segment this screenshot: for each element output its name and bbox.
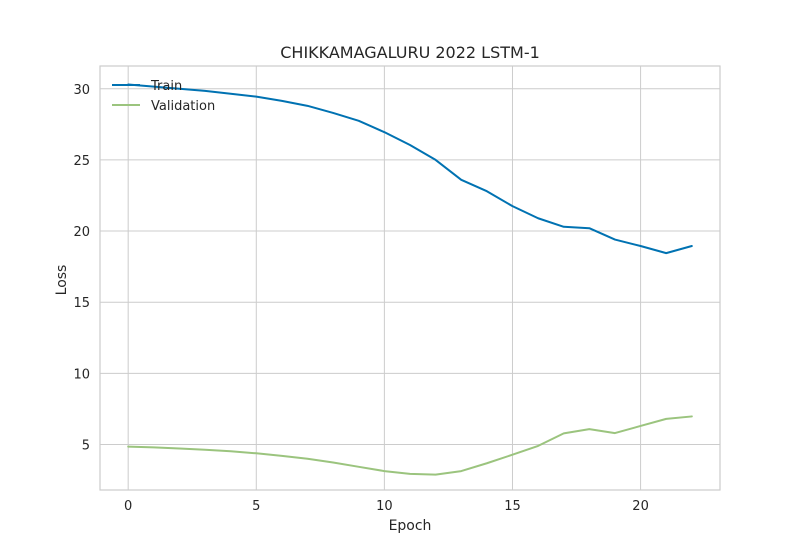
y-tick-label: 10 bbox=[73, 367, 90, 382]
y-tick-label: 15 bbox=[73, 296, 90, 311]
plot-area bbox=[100, 66, 720, 490]
x-axis-label: Epoch bbox=[389, 518, 432, 534]
x-tick-label: 15 bbox=[504, 499, 521, 514]
y-tick-label: 30 bbox=[73, 83, 90, 98]
x-tick-label: 5 bbox=[252, 499, 260, 514]
x-tick-label: 0 bbox=[124, 499, 132, 514]
chart-title: CHIKKAMAGALURU 2022 LSTM-1 bbox=[280, 43, 540, 62]
x-tick-labels: 0 5 10 15 20 bbox=[124, 499, 649, 514]
legend-label-validation: Validation bbox=[151, 99, 215, 114]
y-tick-label: 20 bbox=[73, 225, 90, 240]
grid bbox=[100, 66, 720, 490]
x-tick-label: 20 bbox=[632, 499, 649, 514]
x-tick-label: 10 bbox=[376, 499, 393, 514]
series-lines bbox=[127, 83, 693, 476]
plot-frame bbox=[99, 65, 721, 491]
y-tick-labels: 5 10 15 20 25 30 bbox=[73, 83, 90, 454]
y-tick-label: 25 bbox=[73, 154, 90, 169]
series-line-train bbox=[127, 83, 693, 255]
y-tick-label: 5 bbox=[82, 438, 90, 453]
legend-label-train: Train bbox=[150, 79, 182, 94]
legend: Train Validation bbox=[112, 79, 215, 114]
series-line-validation bbox=[127, 415, 693, 476]
y-axis-label: Loss bbox=[54, 265, 70, 296]
